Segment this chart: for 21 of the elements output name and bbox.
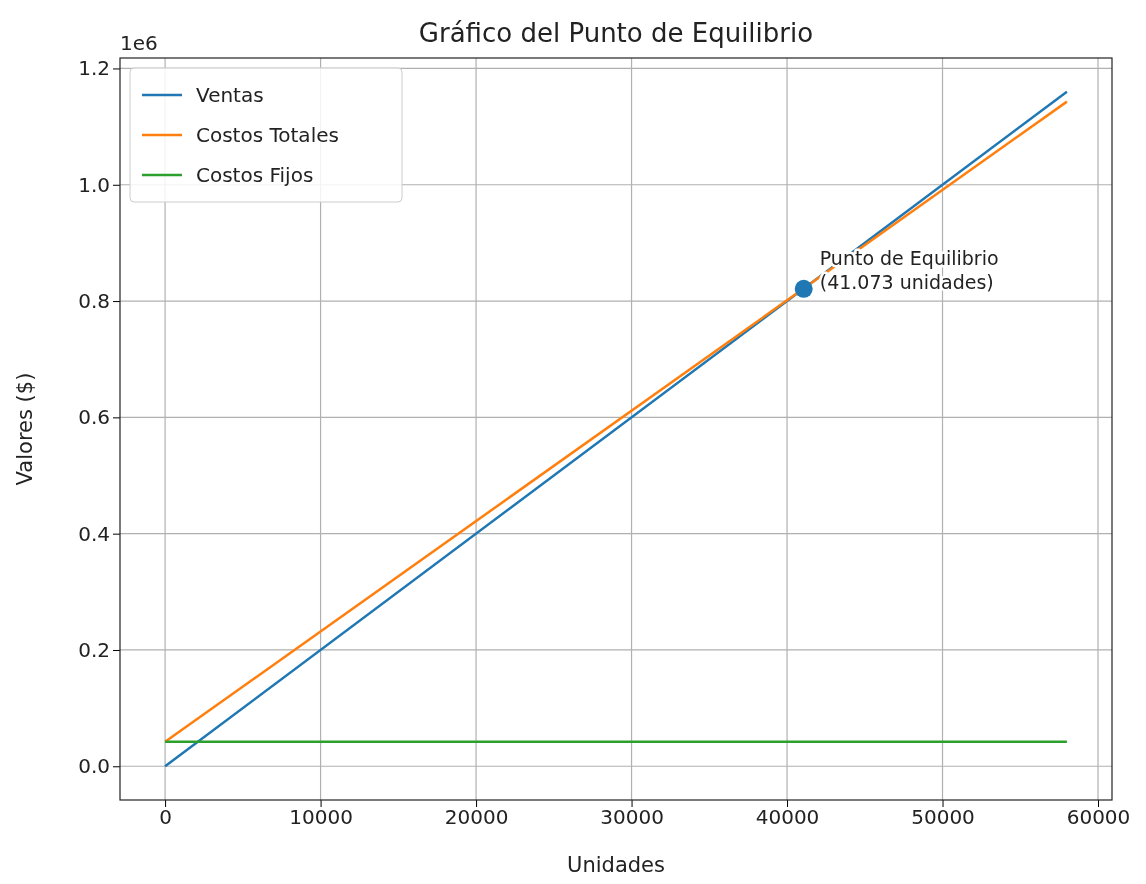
- text: 1e6: [120, 31, 158, 55]
- x-tick-label: 50000: [911, 805, 975, 830]
- x-tick-label: 30000: [600, 805, 664, 830]
- y-tick-label: 1.2: [78, 56, 110, 81]
- y-tick-label: 0.8: [78, 288, 110, 313]
- x-tick-label: 0: [159, 805, 172, 830]
- chart-title: Gráfico del Punto de Equilibrio: [418, 18, 814, 48]
- y-tick-label: 0.2: [78, 637, 110, 662]
- x-axis-title: Unidades: [567, 853, 665, 877]
- y-tick-label: 1.0: [78, 172, 110, 197]
- y-tick-label: 0.0: [78, 754, 110, 779]
- y-axis-title: Valores ($): [13, 372, 37, 486]
- legend-label: Costos Totales: [196, 123, 339, 147]
- y-tick-label: 0.6: [78, 405, 110, 430]
- legend-label: Ventas: [196, 83, 264, 107]
- x-tick-label: 60000: [1066, 805, 1131, 830]
- x-tick-label: 20000: [444, 805, 509, 830]
- x-tick-label: 40000: [755, 805, 820, 830]
- x-tick-label: 10000: [289, 805, 353, 830]
- legend-label: Costos Fijos: [196, 163, 314, 187]
- y-tick-label: 0.4: [78, 521, 110, 546]
